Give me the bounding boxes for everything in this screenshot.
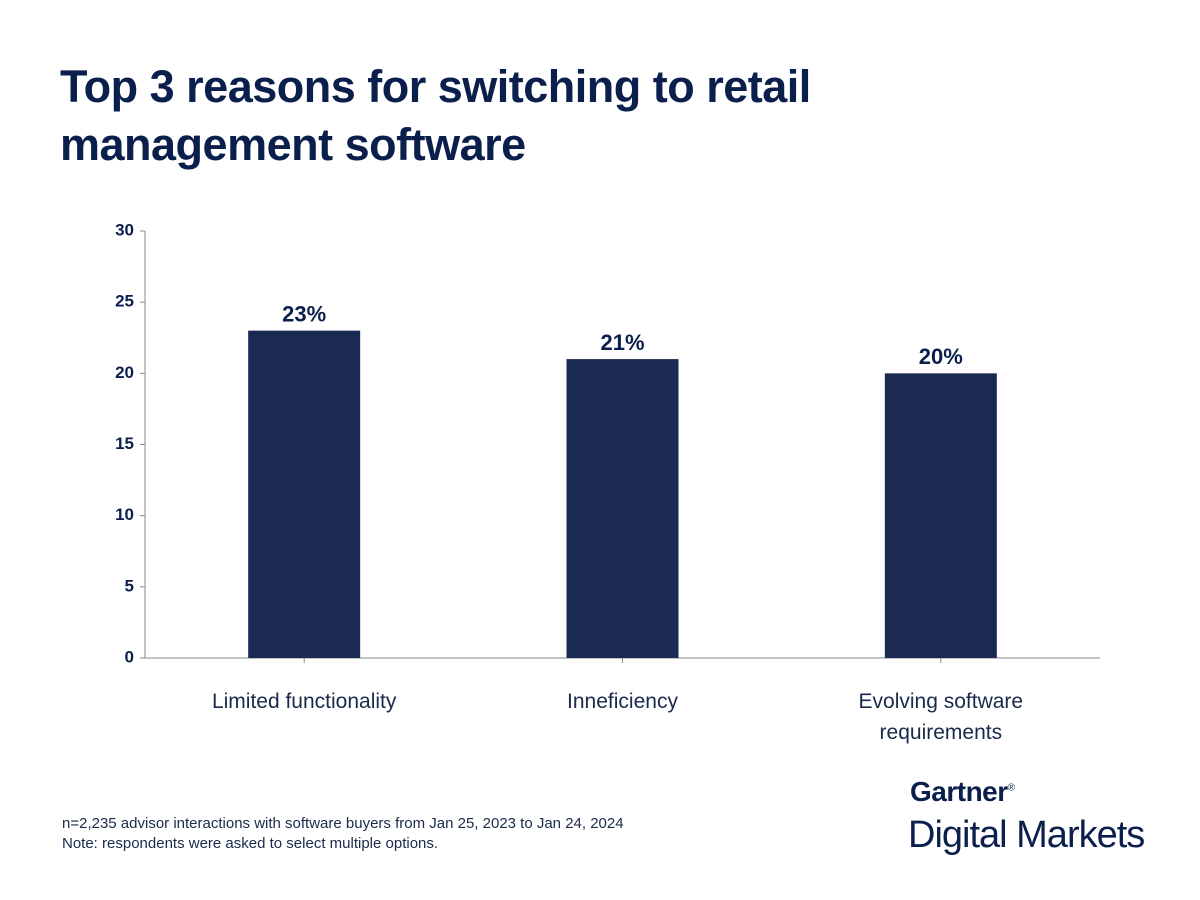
bar bbox=[884, 373, 997, 658]
y-tick-label: 30 bbox=[115, 220, 134, 239]
bar bbox=[248, 330, 361, 658]
y-tick-label: 0 bbox=[125, 647, 134, 666]
value-label: 23% bbox=[282, 301, 326, 326]
bar bbox=[566, 359, 679, 658]
value-label: 21% bbox=[600, 330, 644, 355]
y-tick-label: 10 bbox=[115, 505, 134, 524]
x-tick-label: Limited functionality bbox=[211, 690, 397, 713]
footnote: Note: respondents were asked to select m… bbox=[62, 835, 439, 852]
brand-text: Gartner bbox=[910, 776, 1008, 807]
y-tick-label: 15 bbox=[115, 434, 134, 453]
footnote: n=2,235 advisor interactions with softwa… bbox=[62, 815, 624, 832]
x-tick-label: Evolving software requirements bbox=[858, 690, 1024, 744]
brand-mark: ® bbox=[1007, 782, 1015, 794]
chart-title: Top 3 reasons for switching to retail ma… bbox=[60, 61, 811, 170]
x-tick-label: Inneficiency bbox=[567, 690, 678, 713]
y-tick-label: 5 bbox=[125, 576, 134, 595]
y-tick-label: 25 bbox=[115, 292, 134, 311]
brand-name: Gartner® bbox=[910, 776, 1015, 808]
brand-product: Digital Markets bbox=[908, 814, 1145, 856]
value-label: 20% bbox=[919, 344, 963, 369]
y-tick-label: 20 bbox=[115, 363, 134, 382]
